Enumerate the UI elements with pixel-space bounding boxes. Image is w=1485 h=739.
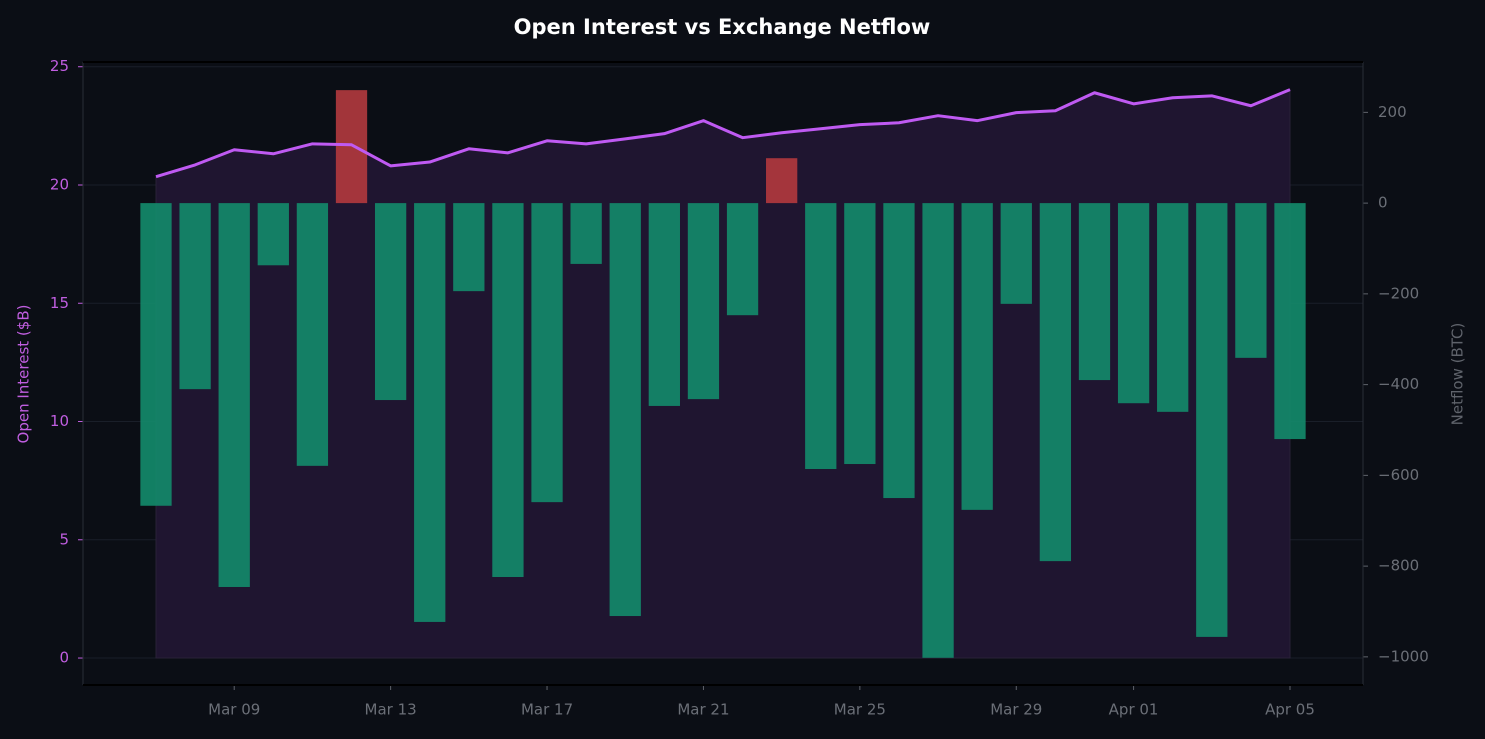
y2-tick-label: −600	[1378, 466, 1419, 484]
bar	[1078, 203, 1111, 381]
y-tick-label: 5	[59, 530, 69, 548]
bar	[922, 203, 954, 658]
y2-axis-label: Netflow (BTC)	[1449, 323, 1467, 426]
bar	[687, 203, 720, 400]
bar	[140, 203, 172, 506]
bar	[570, 203, 602, 264]
bar	[179, 203, 211, 390]
x-tick-label: Apr 01	[1109, 701, 1159, 719]
bar	[766, 158, 798, 204]
bar	[257, 203, 289, 266]
y-tick-label: 25	[50, 57, 69, 75]
bar	[531, 203, 563, 503]
y-tick-label: 15	[50, 294, 69, 312]
y2-tick-label: −400	[1378, 375, 1419, 393]
bar	[335, 90, 368, 204]
y2-tick-label: −200	[1378, 284, 1419, 302]
bar	[218, 203, 250, 587]
bar	[1000, 203, 1032, 304]
bar	[805, 203, 837, 470]
y2-tick-label: −800	[1378, 557, 1419, 575]
bar	[296, 203, 329, 466]
y-tick-label: 20	[50, 175, 69, 193]
line	[155, 88, 1291, 179]
bar	[1117, 203, 1150, 404]
x-tick-label: Mar 13	[365, 701, 417, 719]
bar	[492, 203, 524, 578]
bar	[609, 203, 641, 617]
bar	[961, 203, 993, 510]
bar	[1235, 203, 1267, 358]
x-tick-label: Mar 29	[990, 701, 1042, 719]
x-tick-label: Apr 05	[1265, 701, 1315, 719]
bar	[726, 203, 759, 316]
y-tick-label: 0	[59, 649, 69, 667]
bar	[883, 203, 915, 499]
x-tick-label: Mar 21	[677, 701, 729, 719]
y2-tick-label: −1000	[1378, 647, 1429, 665]
y-axis-label: Open Interest ($B)	[15, 305, 33, 444]
y2-tick-label: 200	[1378, 103, 1407, 121]
bar	[844, 203, 876, 465]
bar	[414, 203, 446, 622]
bar	[1157, 203, 1189, 412]
x-tick-label: Mar 09	[208, 701, 260, 719]
bar	[1274, 203, 1306, 440]
bar	[1039, 203, 1072, 562]
x-tick-label: Mar 17	[521, 701, 573, 719]
y2-tick-label: 0	[1378, 194, 1388, 212]
x-tick-label: Mar 25	[834, 701, 886, 719]
bar	[1196, 203, 1228, 637]
y-tick-label: 10	[50, 412, 69, 430]
chart-title: Open Interest vs Exchange Netflow	[514, 15, 931, 39]
bar	[374, 203, 407, 401]
bar	[453, 203, 485, 292]
bar	[648, 203, 680, 406]
